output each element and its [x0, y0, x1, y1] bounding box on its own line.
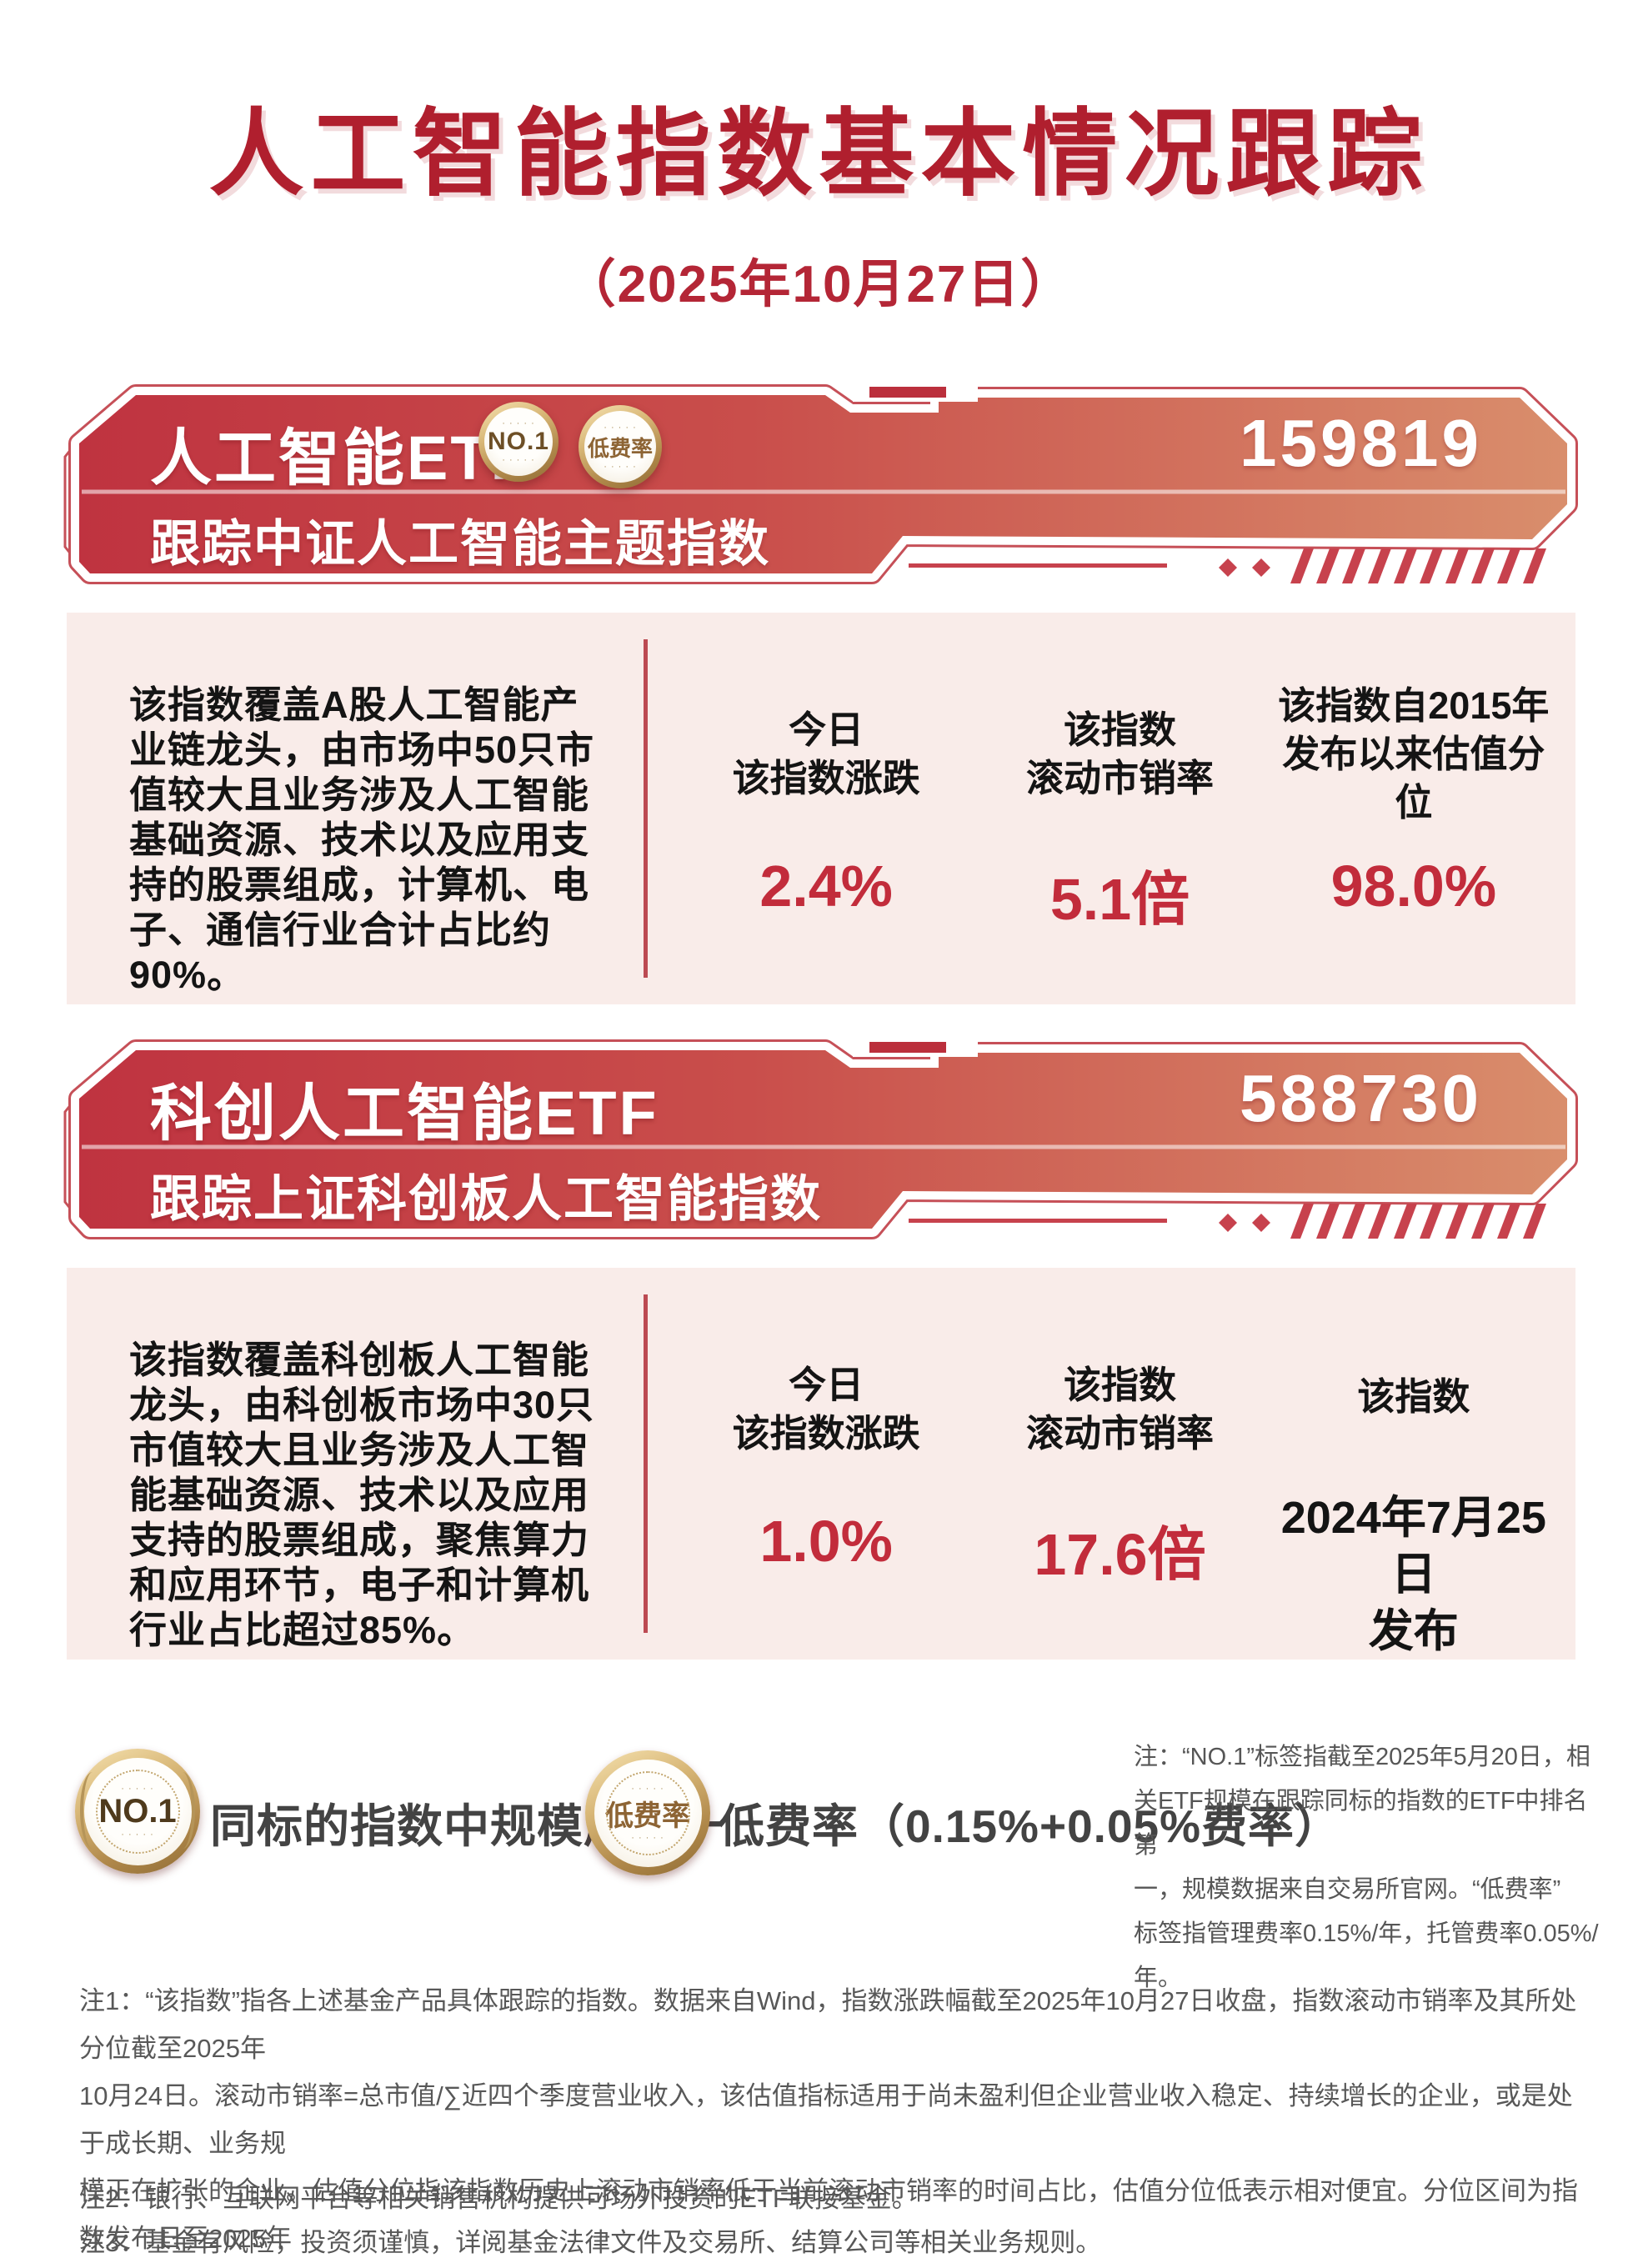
- tracking-index: 跟踪中证人工智能主题指数: [150, 516, 770, 572]
- etf-code: 159819: [1240, 406, 1482, 480]
- stat-value: 2024年7月25日 发布: [1280, 1493, 1546, 1656]
- index-description: 该指数覆盖A股人工智能产业链龙头，由市场中50只市值较大且业务涉及人工智能基础资…: [129, 683, 595, 996]
- stats-row: 今日 该指数涨跌 1.0% 该指数 滚动市销率 17.6倍 该指数 2024年7…: [679, 1268, 1560, 1660]
- stat-ps-ratio: 该指数 滚动市销率 5.1倍: [973, 613, 1266, 1004]
- index-description: 该指数覆盖科创板人工智能龙头，由科创板市场中30只市值较大且业务涉及人工智能基础…: [129, 1339, 595, 1651]
- footnote-2: 注2：银行、互联网平台等相关销售机构提供可场外投资的ETF联接基金。: [79, 2184, 918, 2213]
- banner-frame-shape: [63, 1039, 1578, 1239]
- stat-label: 今日 该指数涨跌: [732, 708, 920, 799]
- etf-code: 588730: [1240, 1061, 1482, 1135]
- index-info-box: 该指数覆盖A股人工智能产业链龙头，由市场中50只市值较大且业务涉及人工智能基础资…: [67, 613, 1575, 1004]
- stat-daily-change: 今日 该指数涨跌 1.0%: [679, 1268, 973, 1660]
- stat-label: 该指数自2015年 发布以来估值分位: [1278, 684, 1550, 824]
- stat-value: 5.1倍: [1049, 867, 1190, 932]
- stat-label: 该指数: [1357, 1375, 1470, 1418]
- stat-label: 该指数 滚动市销率: [1025, 708, 1214, 799]
- stat-label: 今日 该指数涨跌: [732, 1364, 920, 1454]
- laurel-icon: [170, 1772, 195, 1849]
- etf-name: 人工智能ETF: [150, 423, 531, 493]
- stat-value: 98.0%: [1330, 854, 1497, 919]
- low-fee-badge-icon: 低费率: [579, 405, 662, 488]
- etf-name: 科创人工智能ETF: [150, 1079, 659, 1148]
- low-fee-badge-label: 低费率: [587, 435, 653, 461]
- stat-valuation-percentile: 该指数自2015年 发布以来估值分位 98.0%: [1267, 613, 1560, 1004]
- footnote-3: 注3：基金有风险，投资须谨慎，详阅基金法律文件及交易所、结算公司等相关业务规则。: [79, 2228, 1102, 2257]
- laurel-icon: [80, 1772, 105, 1849]
- page-subtitle: （2025年10月27日）: [564, 256, 1074, 313]
- low-fee-legend-text: 低费率（0.15%+0.05%费率）: [719, 1800, 1342, 1852]
- badge-footnote: 注：“NO.1”标签指截至2025年5月20日，相 关ETF规模在跟踪同标的指数…: [1134, 1744, 1599, 1991]
- page-title: 人工智能指数基本情况跟踪: [208, 102, 1430, 208]
- stat-value: 17.6倍: [1034, 1522, 1206, 1587]
- tracking-index: 跟踪上证科创板人工智能指数: [150, 1171, 822, 1227]
- no1-badge-label: NO.1: [98, 1792, 177, 1830]
- no1-badge-icon: NO.1: [478, 402, 559, 482]
- etf-card-star-artificial-intelligence: 科创人工智能ETF 588730 跟踪上证科创板人工智能指数 该指数覆盖科创板人…: [57, 1039, 1582, 1660]
- low-fee-badge-icon: 低费率: [585, 1750, 710, 1875]
- stat-ps-ratio: 该指数 滚动市销率 17.6倍: [973, 1268, 1266, 1660]
- stats-row: 今日 该指数涨跌 2.4% 该指数 滚动市销率 5.1倍 该指数自2015年 发…: [679, 613, 1560, 1004]
- no1-badge-label: NO.1: [487, 427, 549, 455]
- banner-frame-shape: [63, 383, 1578, 584]
- vertical-divider: [644, 1294, 648, 1633]
- index-info-box: 该指数覆盖科创板人工智能龙头，由科创板市场中30只市值较大且业务涉及人工智能基础…: [67, 1268, 1575, 1660]
- footnote-1: 注1：“该指数”指各上述基金产品具体跟踪的指数。数据来自Wind，指数涨跌幅截至…: [79, 1986, 1578, 2253]
- stat-publish-date: 该指数 2024年7月25日 发布: [1267, 1268, 1560, 1660]
- etf-card-artificial-intelligence: 人工智能ETF NO.1 低费率 159819 跟踪中证人工智能主题指数 该指数…: [57, 383, 1582, 1004]
- stat-value: 1.0%: [759, 1509, 893, 1574]
- stat-label: 该指数 滚动市销率: [1025, 1364, 1214, 1454]
- vertical-divider: [644, 639, 648, 978]
- stat-daily-change: 今日 该指数涨跌 2.4%: [679, 613, 973, 1004]
- no1-badge-icon: NO.1: [75, 1749, 200, 1874]
- stat-value: 2.4%: [759, 854, 893, 919]
- low-fee-badge-label: 低费率: [605, 1800, 690, 1832]
